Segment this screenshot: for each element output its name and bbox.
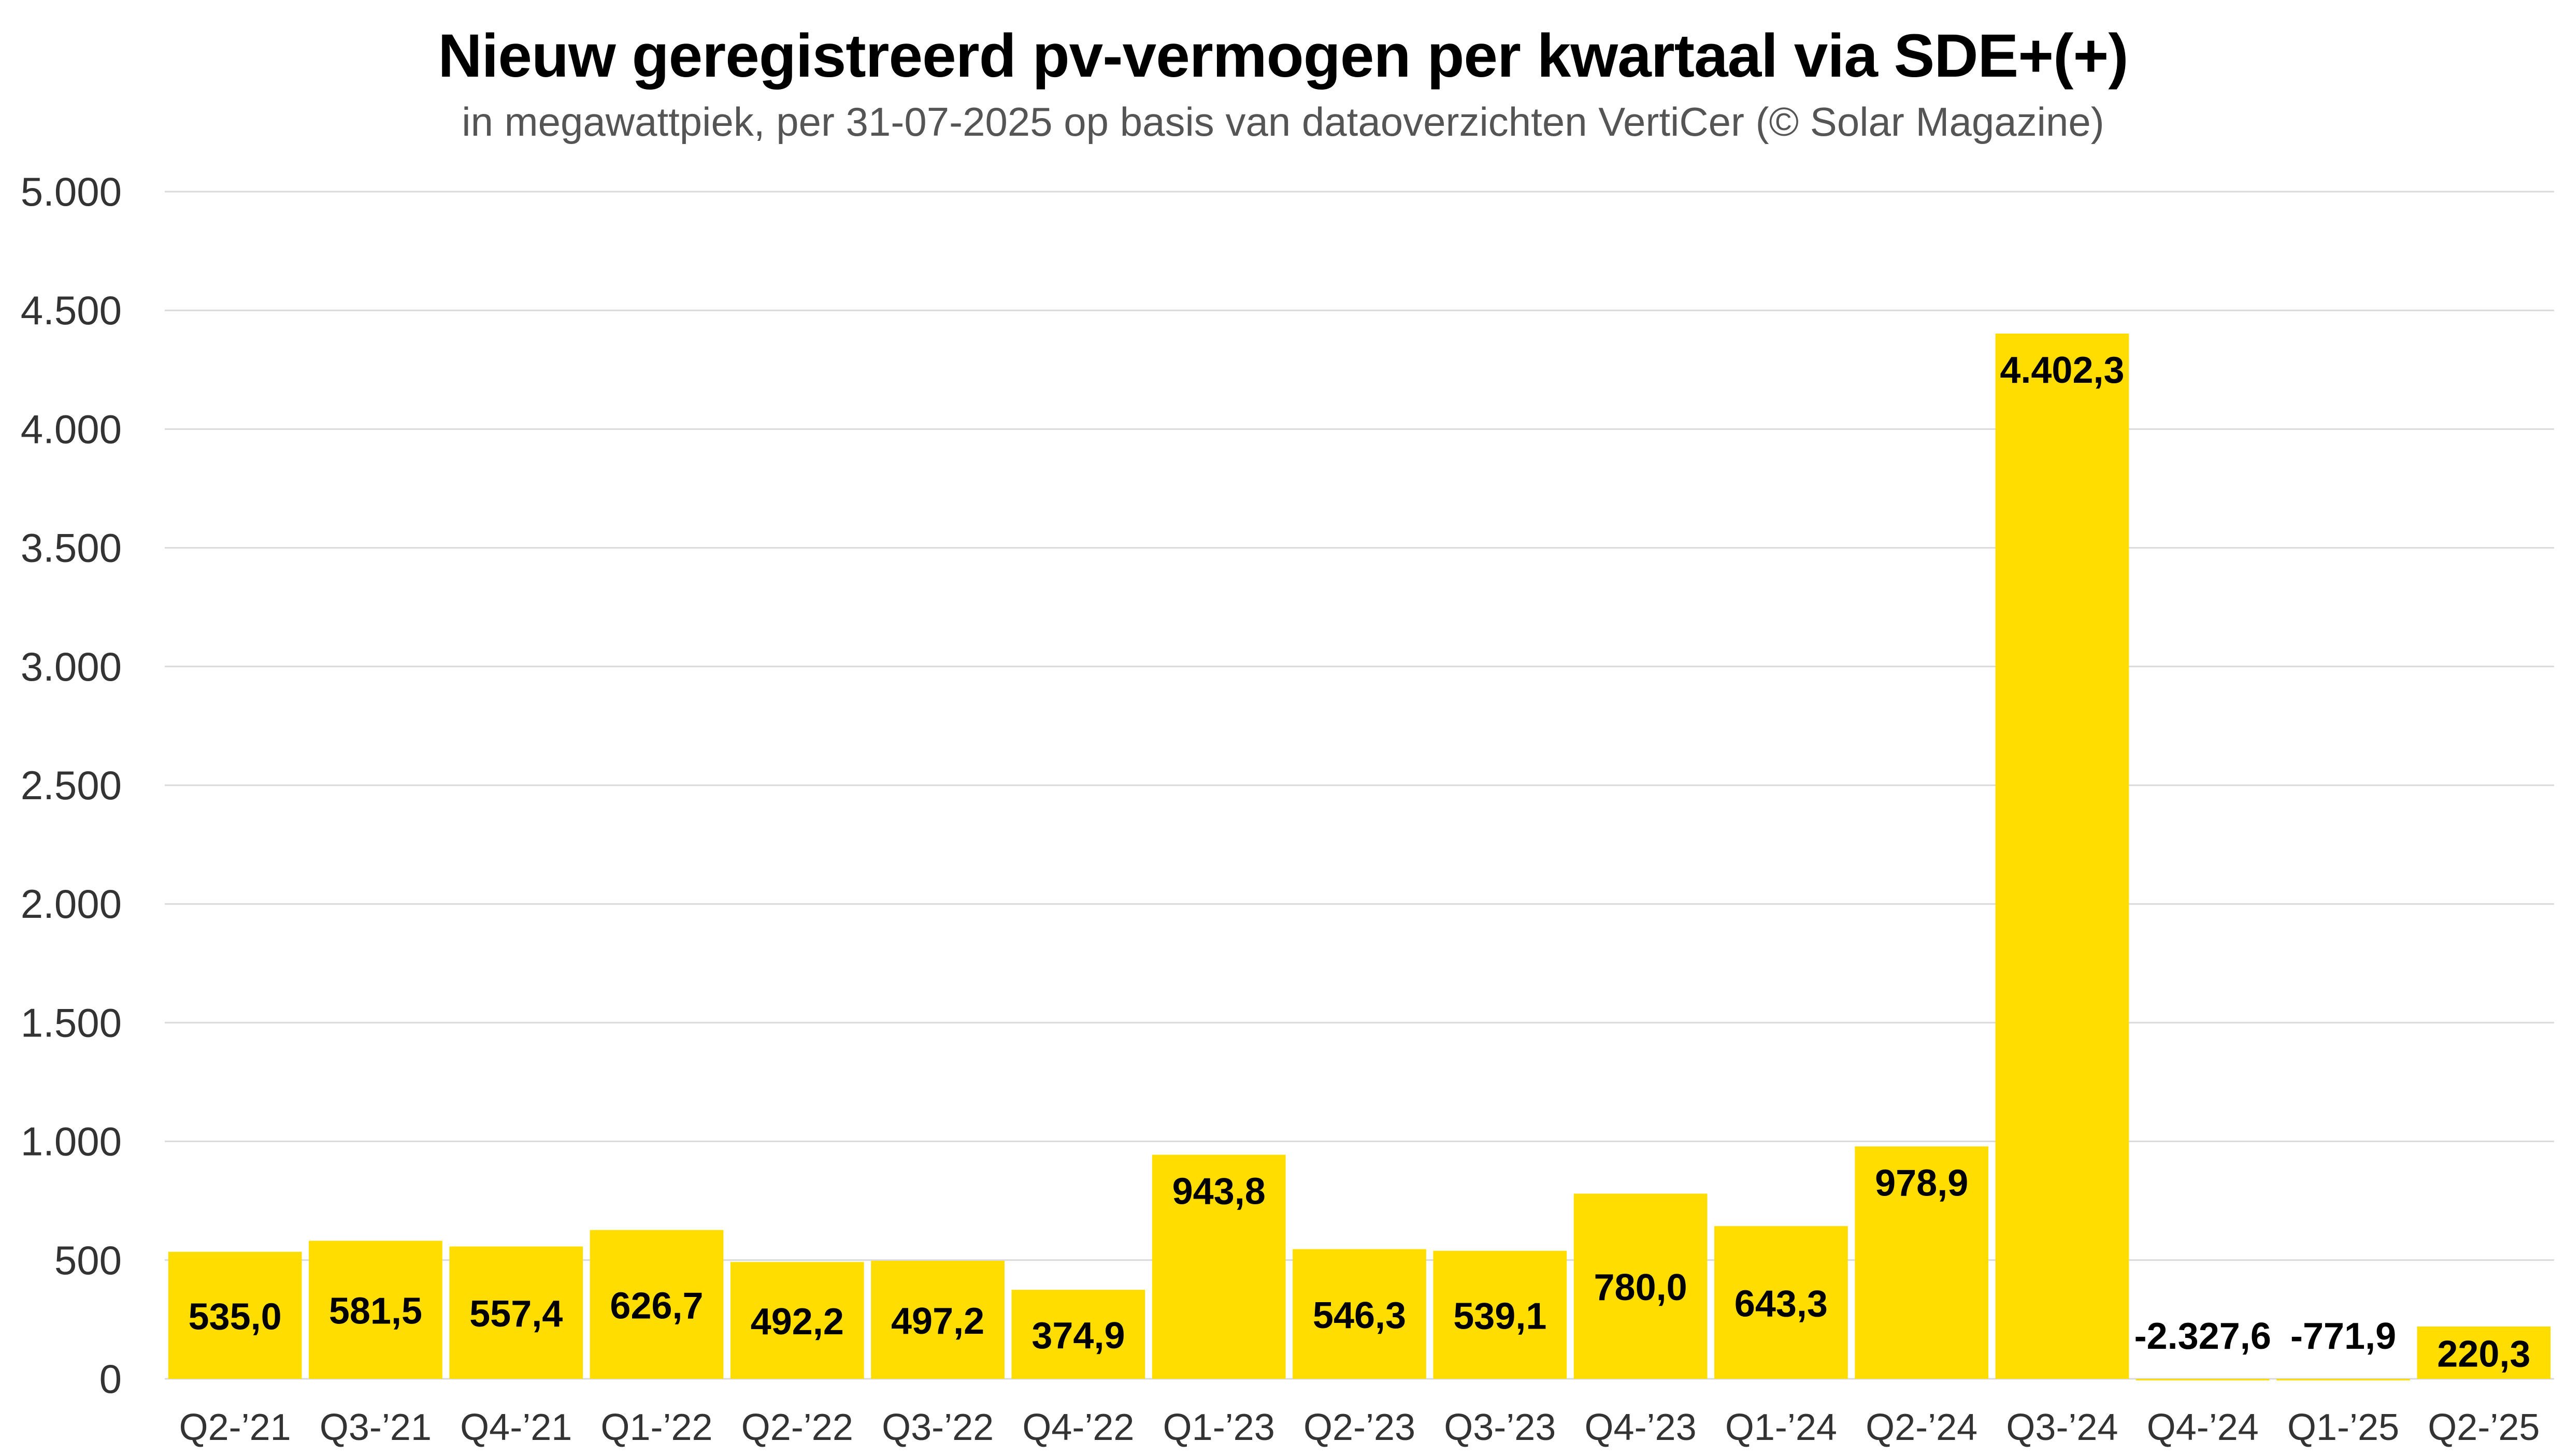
data-label: 581,5 [329, 1291, 422, 1332]
bar [2417, 1327, 2551, 1379]
x-tick-label: Q1-’24 [1725, 1407, 1837, 1448]
data-label: 546,3 [1313, 1295, 1406, 1336]
data-label: 978,9 [1875, 1162, 1968, 1204]
data-label: 497,2 [891, 1301, 984, 1342]
y-tick-label: 1.500 [21, 1000, 122, 1045]
bar [871, 1261, 1005, 1379]
x-tick-label: Q2-’24 [1866, 1407, 1977, 1448]
data-label: 4.402,3 [2000, 350, 2124, 391]
data-label: 643,3 [1734, 1284, 1828, 1325]
bar [449, 1246, 583, 1379]
data-label: -2.327,6 [2134, 1316, 2271, 1357]
y-tick-label: 4.000 [21, 406, 122, 452]
data-label: 626,7 [610, 1285, 703, 1327]
data-label: -771,9 [2290, 1316, 2396, 1357]
bar [1152, 1155, 1286, 1379]
chart-title: Nieuw geregistreerd pv-vermogen per kwar… [438, 22, 2128, 90]
y-tick-label: 1.000 [21, 1119, 122, 1164]
x-tick-label: Q1-’23 [1163, 1407, 1275, 1448]
x-tick-label: Q4-’21 [460, 1407, 572, 1448]
x-tick-label: Q3-’21 [320, 1407, 432, 1448]
x-tick-label: Q4-’24 [2147, 1407, 2259, 1448]
data-label: 943,8 [1172, 1171, 1266, 1212]
bar [1293, 1249, 1426, 1379]
x-tick-label: Q2-’25 [2428, 1407, 2540, 1448]
y-tick-label: 2.500 [21, 762, 122, 808]
x-tick-label: Q3-’24 [2006, 1407, 2118, 1448]
bar [1714, 1226, 1848, 1379]
y-tick-label: 5.000 [21, 169, 122, 214]
x-tick-label: Q3-’22 [882, 1407, 994, 1448]
bar [730, 1262, 864, 1379]
x-tick-label: Q1-’25 [2287, 1407, 2399, 1448]
x-tick-label: Q4-’22 [1022, 1407, 1134, 1448]
bar [1011, 1290, 1145, 1379]
bar [2135, 1379, 2270, 1380]
y-tick-label: 4.500 [21, 287, 122, 333]
bar [590, 1230, 724, 1379]
x-tick-label: Q3-’23 [1444, 1407, 1556, 1448]
x-tick-label: Q2-’22 [741, 1407, 853, 1448]
bar [1433, 1250, 1567, 1379]
bar [1573, 1193, 1708, 1379]
chart-subtitle: in megawattpiek, per 31-07-2025 op basis… [462, 99, 2104, 145]
bar [168, 1251, 302, 1379]
bar [1855, 1146, 1989, 1379]
x-tick-label: Q2-’21 [179, 1407, 291, 1448]
bar [2276, 1379, 2410, 1380]
x-tick-label: Q1-’22 [600, 1407, 712, 1448]
bar [309, 1241, 442, 1379]
x-tick-label: Q4-’23 [1585, 1407, 1697, 1448]
y-tick-label: 2.000 [21, 881, 122, 927]
data-label: 374,9 [1031, 1315, 1125, 1357]
data-label: 220,3 [2437, 1334, 2530, 1375]
bar [1995, 333, 2129, 1379]
data-label: 557,4 [469, 1293, 563, 1335]
x-tick-label: Q2-’23 [1303, 1407, 1415, 1448]
data-label: 492,2 [751, 1301, 844, 1343]
y-tick-label: 3.000 [21, 644, 122, 689]
y-tick-label: 3.500 [21, 525, 122, 571]
data-label: 539,1 [1453, 1295, 1546, 1337]
data-label: 535,0 [189, 1296, 282, 1337]
y-tick-label: 0 [99, 1356, 122, 1402]
y-tick-label: 500 [54, 1237, 122, 1283]
data-label: 780,0 [1594, 1267, 1687, 1308]
